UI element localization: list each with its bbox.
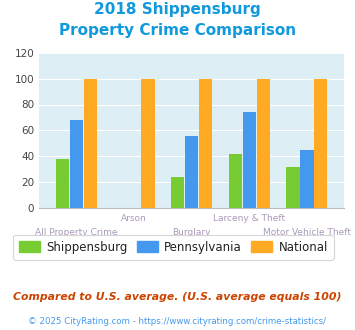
- Bar: [243, 112, 256, 208]
- Bar: [286, 167, 300, 208]
- Bar: [171, 177, 185, 208]
- Bar: [300, 150, 313, 208]
- Bar: [229, 154, 242, 208]
- Bar: [141, 79, 154, 208]
- Text: Larceny & Theft: Larceny & Theft: [213, 214, 285, 223]
- Text: Property Crime Comparison: Property Crime Comparison: [59, 23, 296, 38]
- Text: Motor Vehicle Theft: Motor Vehicle Theft: [263, 228, 351, 237]
- Legend: Shippensburg, Pennsylvania, National: Shippensburg, Pennsylvania, National: [13, 235, 334, 260]
- Text: © 2025 CityRating.com - https://www.cityrating.com/crime-statistics/: © 2025 CityRating.com - https://www.city…: [28, 317, 327, 326]
- Bar: [84, 79, 97, 208]
- Bar: [257, 79, 270, 208]
- Text: 2018 Shippensburg: 2018 Shippensburg: [94, 2, 261, 16]
- Text: Burglary: Burglary: [173, 228, 211, 237]
- Bar: [56, 159, 69, 208]
- Bar: [314, 79, 327, 208]
- Text: Compared to U.S. average. (U.S. average equals 100): Compared to U.S. average. (U.S. average …: [13, 292, 342, 302]
- Bar: [70, 120, 83, 208]
- Bar: [199, 79, 212, 208]
- Text: All Property Crime: All Property Crime: [35, 228, 118, 237]
- Bar: [185, 136, 198, 208]
- Text: Arson: Arson: [121, 214, 147, 223]
